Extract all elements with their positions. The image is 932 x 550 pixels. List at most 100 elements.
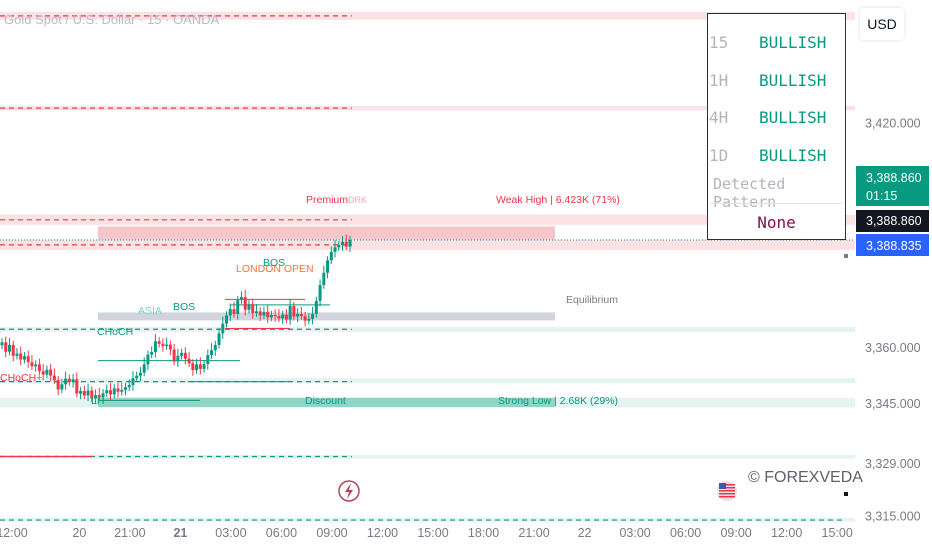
- equilibrium-label: Equilibrium: [566, 294, 618, 306]
- scale-marker: [844, 492, 848, 496]
- candle-body: [0, 342, 4, 346]
- y-tick-label: 3,420.000: [865, 116, 921, 130]
- us-flag-stripe: [719, 496, 735, 498]
- asia-session-label: ASIA: [138, 305, 162, 317]
- candle-body: [183, 352, 187, 359]
- candle-body: [254, 311, 258, 314]
- candle-body: [292, 306, 296, 317]
- candle-body: [228, 309, 232, 316]
- weak-high-label: Weak High | 6.423K (71%): [496, 194, 620, 206]
- crosshair-price-text: 3,388.860: [866, 214, 922, 228]
- candle-body: [206, 355, 210, 365]
- y-tick-label: 3,360.000: [865, 341, 921, 355]
- x-tick-label: 09:00: [720, 526, 751, 540]
- candle-body: [86, 390, 90, 396]
- pattern-label: Detected Pattern: [713, 175, 786, 211]
- candle-body: [157, 341, 161, 344]
- x-tick-label: 12:00: [367, 526, 398, 540]
- candle-body: [288, 306, 292, 320]
- currency-selector[interactable]: USD: [860, 8, 904, 40]
- x-tick-label: 21:00: [114, 526, 145, 540]
- candle-body: [105, 390, 109, 394]
- candle-body: [67, 378, 71, 383]
- drk-label: DRK: [348, 195, 367, 205]
- us-flag-stripe: [719, 487, 735, 489]
- candle-body: [15, 353, 19, 356]
- x-tick-label: 18:00: [468, 526, 499, 540]
- x-tick-label: 03:00: [215, 526, 246, 540]
- x-tick-label: 15:00: [822, 526, 853, 540]
- candle-body: [344, 241, 348, 247]
- bid-price-badge: [856, 234, 929, 256]
- candle-body: [172, 349, 176, 362]
- tf-trend: BULLISH: [759, 33, 827, 52]
- candle-body: [22, 356, 26, 360]
- london-open-label: LONDON OPEN: [236, 263, 314, 275]
- choch-label: CHoCH: [97, 326, 133, 338]
- candle-body: [109, 390, 113, 395]
- candle-body: [120, 389, 124, 392]
- candle-body: [116, 388, 120, 392]
- candle-body: [7, 344, 11, 352]
- candle-body: [195, 364, 199, 371]
- candle-body: [161, 343, 165, 347]
- candle-body: [210, 350, 214, 356]
- tf-label: 1H: [709, 71, 729, 90]
- candle-body: [56, 380, 60, 390]
- choch-plus-label: CHoCH+: [0, 372, 42, 384]
- strong-low-label: Strong Low | 2.68K (29%): [498, 395, 618, 407]
- candle-body: [191, 363, 195, 371]
- tf-trend: BULLISH: [759, 108, 827, 127]
- tf-label: 1D: [709, 146, 729, 165]
- candle-body: [318, 285, 322, 301]
- candle-body: [296, 313, 300, 317]
- candle-body: [239, 297, 243, 301]
- candle-body: [281, 314, 285, 319]
- tf-row-15: 15 BULLISH: [708, 24, 845, 62]
- candle-body: [266, 312, 270, 318]
- bos-label: BOS: [263, 257, 285, 269]
- candle-body: [187, 358, 191, 364]
- candle-body: [284, 314, 288, 320]
- candle-body: [142, 364, 146, 373]
- candle-body: [299, 313, 303, 317]
- us-flag-stripe: [719, 493, 735, 495]
- candle-body: [198, 364, 202, 369]
- candle-body: [30, 362, 34, 367]
- candle-body: [221, 323, 225, 334]
- us-flag-stripe: [719, 484, 735, 486]
- pattern-divider: [710, 203, 843, 204]
- chart-title: Gold Spot / U.S. Dollar · 15 · OANDA: [4, 12, 220, 27]
- candle-body: [251, 304, 255, 314]
- candle-body: [49, 369, 53, 376]
- candle-body: [71, 379, 75, 383]
- candle-body: [19, 353, 23, 360]
- bid-price-text: 3,388.835: [866, 239, 922, 253]
- demand-zone: [0, 454, 855, 459]
- candle-body: [236, 300, 240, 314]
- candle-body: [135, 375, 139, 379]
- candle-body: [97, 395, 101, 398]
- candle-body: [112, 388, 116, 395]
- candle-body: [258, 311, 262, 316]
- candle-body: [337, 245, 341, 248]
- candle-body: [52, 375, 56, 381]
- x-tick-label: 09:00: [316, 526, 347, 540]
- lh-label: LH: [91, 395, 104, 407]
- candle-body: [202, 364, 206, 369]
- x-tick-label: 22: [578, 526, 592, 540]
- candle-body: [153, 341, 157, 353]
- candle-body: [94, 395, 98, 399]
- x-tick-label: 20: [72, 526, 86, 540]
- x-tick-label: 06:00: [670, 526, 701, 540]
- x-tick-label: 03:00: [619, 526, 650, 540]
- candle-body: [64, 378, 68, 385]
- y-tick-label: 3,329.000: [865, 457, 921, 471]
- candle-body: [262, 312, 266, 316]
- candle-body: [329, 251, 333, 261]
- lightning-event-icon: [345, 483, 353, 499]
- candle-body: [180, 352, 184, 356]
- candle-body: [131, 378, 135, 385]
- y-tick-label: 3,315.000: [865, 509, 921, 523]
